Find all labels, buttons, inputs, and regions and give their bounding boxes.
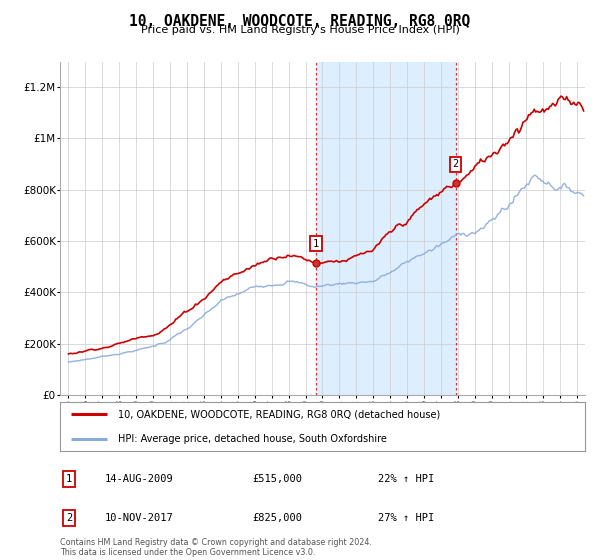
Text: 10-NOV-2017: 10-NOV-2017	[105, 513, 174, 523]
Text: 10, OAKDENE, WOODCOTE, READING, RG8 0RQ: 10, OAKDENE, WOODCOTE, READING, RG8 0RQ	[130, 14, 470, 29]
Text: HPI: Average price, detached house, South Oxfordshire: HPI: Average price, detached house, Sout…	[118, 434, 386, 444]
Text: 14-AUG-2009: 14-AUG-2009	[105, 474, 174, 484]
Text: £515,000: £515,000	[252, 474, 302, 484]
Text: Price paid vs. HM Land Registry's House Price Index (HPI): Price paid vs. HM Land Registry's House …	[140, 25, 460, 35]
Text: 2: 2	[66, 513, 72, 523]
Text: 10, OAKDENE, WOODCOTE, READING, RG8 0RQ (detached house): 10, OAKDENE, WOODCOTE, READING, RG8 0RQ …	[118, 409, 440, 419]
Text: 22% ↑ HPI: 22% ↑ HPI	[378, 474, 434, 484]
Text: 2: 2	[452, 159, 459, 169]
Text: Contains HM Land Registry data © Crown copyright and database right 2024.
This d: Contains HM Land Registry data © Crown c…	[60, 538, 372, 557]
Text: 27% ↑ HPI: 27% ↑ HPI	[378, 513, 434, 523]
Text: 1: 1	[313, 239, 319, 249]
Text: £825,000: £825,000	[252, 513, 302, 523]
Bar	[316, 62, 455, 395]
Text: 1: 1	[66, 474, 72, 484]
